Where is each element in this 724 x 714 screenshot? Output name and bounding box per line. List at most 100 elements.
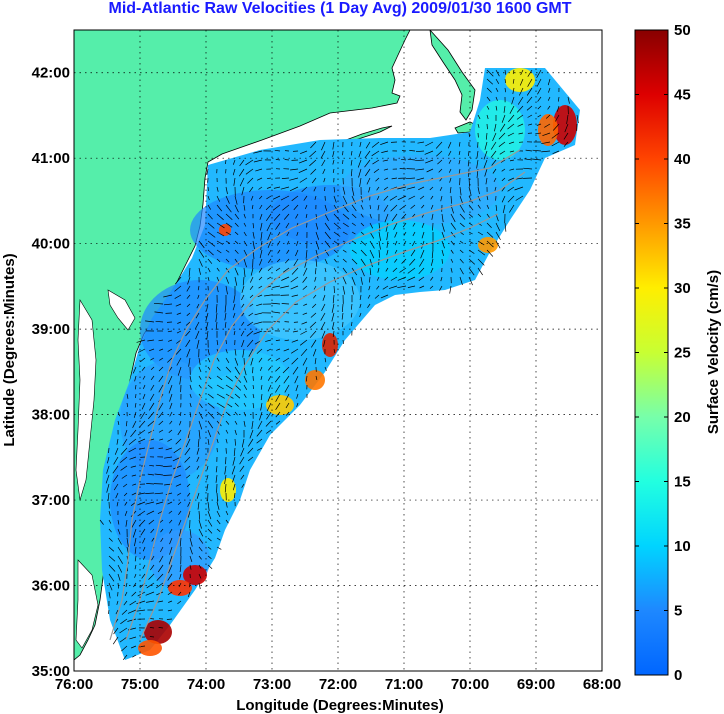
vector-arrow bbox=[301, 186, 308, 193]
vector-arrow bbox=[267, 267, 272, 271]
vector-arrow bbox=[198, 420, 203, 430]
vector-arrow bbox=[225, 384, 234, 391]
vector-arrow bbox=[150, 384, 155, 391]
vector-arrow bbox=[486, 195, 489, 201]
vector-arrow bbox=[253, 150, 263, 154]
vector-arrow bbox=[495, 69, 500, 77]
vector-arrow bbox=[146, 483, 155, 485]
vector-arrow bbox=[216, 267, 220, 272]
vector-arrow bbox=[282, 204, 290, 211]
vector-arrow bbox=[290, 276, 299, 283]
vector-arrow bbox=[516, 105, 524, 113]
vector-arrow bbox=[131, 492, 137, 496]
vector-arrow bbox=[418, 276, 425, 281]
vector-arrow bbox=[124, 591, 128, 596]
vector-arrow bbox=[265, 339, 272, 342]
vector-arrow bbox=[554, 114, 560, 122]
vector-arrow bbox=[148, 573, 155, 580]
vector-arrow bbox=[310, 141, 317, 149]
vector-arrow bbox=[150, 375, 155, 381]
vector-arrow bbox=[247, 447, 254, 454]
vector-arrow bbox=[198, 384, 202, 389]
vector-arrow bbox=[176, 330, 182, 334]
y-tick-label: 37:00 bbox=[32, 492, 70, 509]
vector-arrow bbox=[179, 564, 182, 573]
vector-arrow bbox=[177, 600, 182, 605]
vector-arrow bbox=[198, 357, 201, 365]
vector-arrow bbox=[483, 150, 488, 160]
vector-arrow bbox=[283, 375, 290, 384]
vector-arrow bbox=[127, 618, 137, 622]
vector-arrow bbox=[393, 222, 398, 230]
speed-patch bbox=[475, 100, 525, 160]
vector-arrow bbox=[207, 510, 212, 520]
vector-arrow bbox=[275, 339, 281, 341]
delaware-bay bbox=[107, 289, 136, 331]
vector-arrow bbox=[260, 384, 263, 390]
vector-arrow bbox=[274, 375, 281, 383]
vector-arrow bbox=[449, 285, 452, 294]
vector-arrow bbox=[486, 231, 494, 238]
vector-arrow bbox=[309, 159, 317, 167]
vector-arrow bbox=[415, 150, 425, 153]
vector-arrow bbox=[138, 492, 146, 495]
vector-arrow bbox=[267, 240, 272, 249]
vector-arrow bbox=[195, 321, 200, 329]
y-axis-label: Latitude (Degrees:Minutes) bbox=[1, 253, 18, 446]
vector-arrow bbox=[424, 150, 434, 155]
vector-arrow bbox=[410, 249, 416, 257]
vector-arrow bbox=[542, 132, 551, 137]
vector-arrow bbox=[176, 357, 182, 366]
vector-arrow bbox=[431, 213, 434, 220]
vector-arrow bbox=[499, 150, 506, 155]
y-tick-label: 39:00 bbox=[32, 321, 70, 338]
vector-arrow bbox=[411, 240, 416, 247]
vector-arrow bbox=[196, 339, 200, 349]
vector-arrow bbox=[437, 159, 443, 165]
vector-arrow bbox=[385, 222, 389, 232]
vector-arrow bbox=[225, 438, 228, 444]
vector-arrow bbox=[501, 168, 506, 172]
vector-arrow bbox=[391, 213, 398, 222]
vector-arrow bbox=[154, 492, 164, 495]
vector-arrow bbox=[179, 411, 182, 416]
vector-arrow bbox=[196, 474, 200, 479]
vector-arrow bbox=[286, 411, 290, 416]
vector-arrow bbox=[232, 483, 236, 491]
vector-arrow bbox=[495, 78, 500, 84]
vector-arrow bbox=[333, 195, 337, 203]
vector-arrow bbox=[517, 123, 524, 127]
vector-arrow bbox=[324, 249, 330, 256]
vector-arrow bbox=[168, 600, 173, 603]
vector-arrow bbox=[504, 69, 507, 75]
vector-arrow bbox=[468, 267, 475, 276]
vector-arrow bbox=[113, 483, 119, 491]
vector-arrow bbox=[259, 249, 263, 259]
vector-arrow bbox=[243, 393, 247, 398]
vector-arrow bbox=[324, 186, 326, 192]
vector-arrow bbox=[234, 429, 237, 436]
vector-arrow bbox=[477, 123, 480, 128]
vector-arrow bbox=[142, 375, 146, 380]
vector-arrow bbox=[436, 150, 443, 157]
vector-arrow bbox=[225, 510, 229, 516]
vector-arrow bbox=[524, 158, 533, 161]
vector-arrow bbox=[321, 303, 326, 311]
vector-arrow bbox=[266, 195, 272, 200]
vector-arrow bbox=[310, 312, 317, 318]
vector-arrow bbox=[239, 465, 245, 472]
vector-arrow bbox=[541, 150, 551, 153]
vector-arrow bbox=[216, 501, 220, 510]
vector-arrow bbox=[257, 294, 263, 298]
vector-arrow bbox=[232, 312, 236, 318]
vector-arrow bbox=[468, 186, 472, 196]
vector-arrow bbox=[315, 267, 317, 275]
vector-arrow bbox=[169, 411, 173, 417]
vector-arrow bbox=[274, 149, 281, 152]
vector-arrow bbox=[207, 258, 213, 264]
vector-arrow bbox=[150, 366, 155, 371]
vector-arrow bbox=[187, 492, 191, 497]
vector-arrow bbox=[429, 186, 434, 191]
vector-arrow bbox=[157, 600, 164, 603]
vector-arrow bbox=[225, 159, 227, 165]
